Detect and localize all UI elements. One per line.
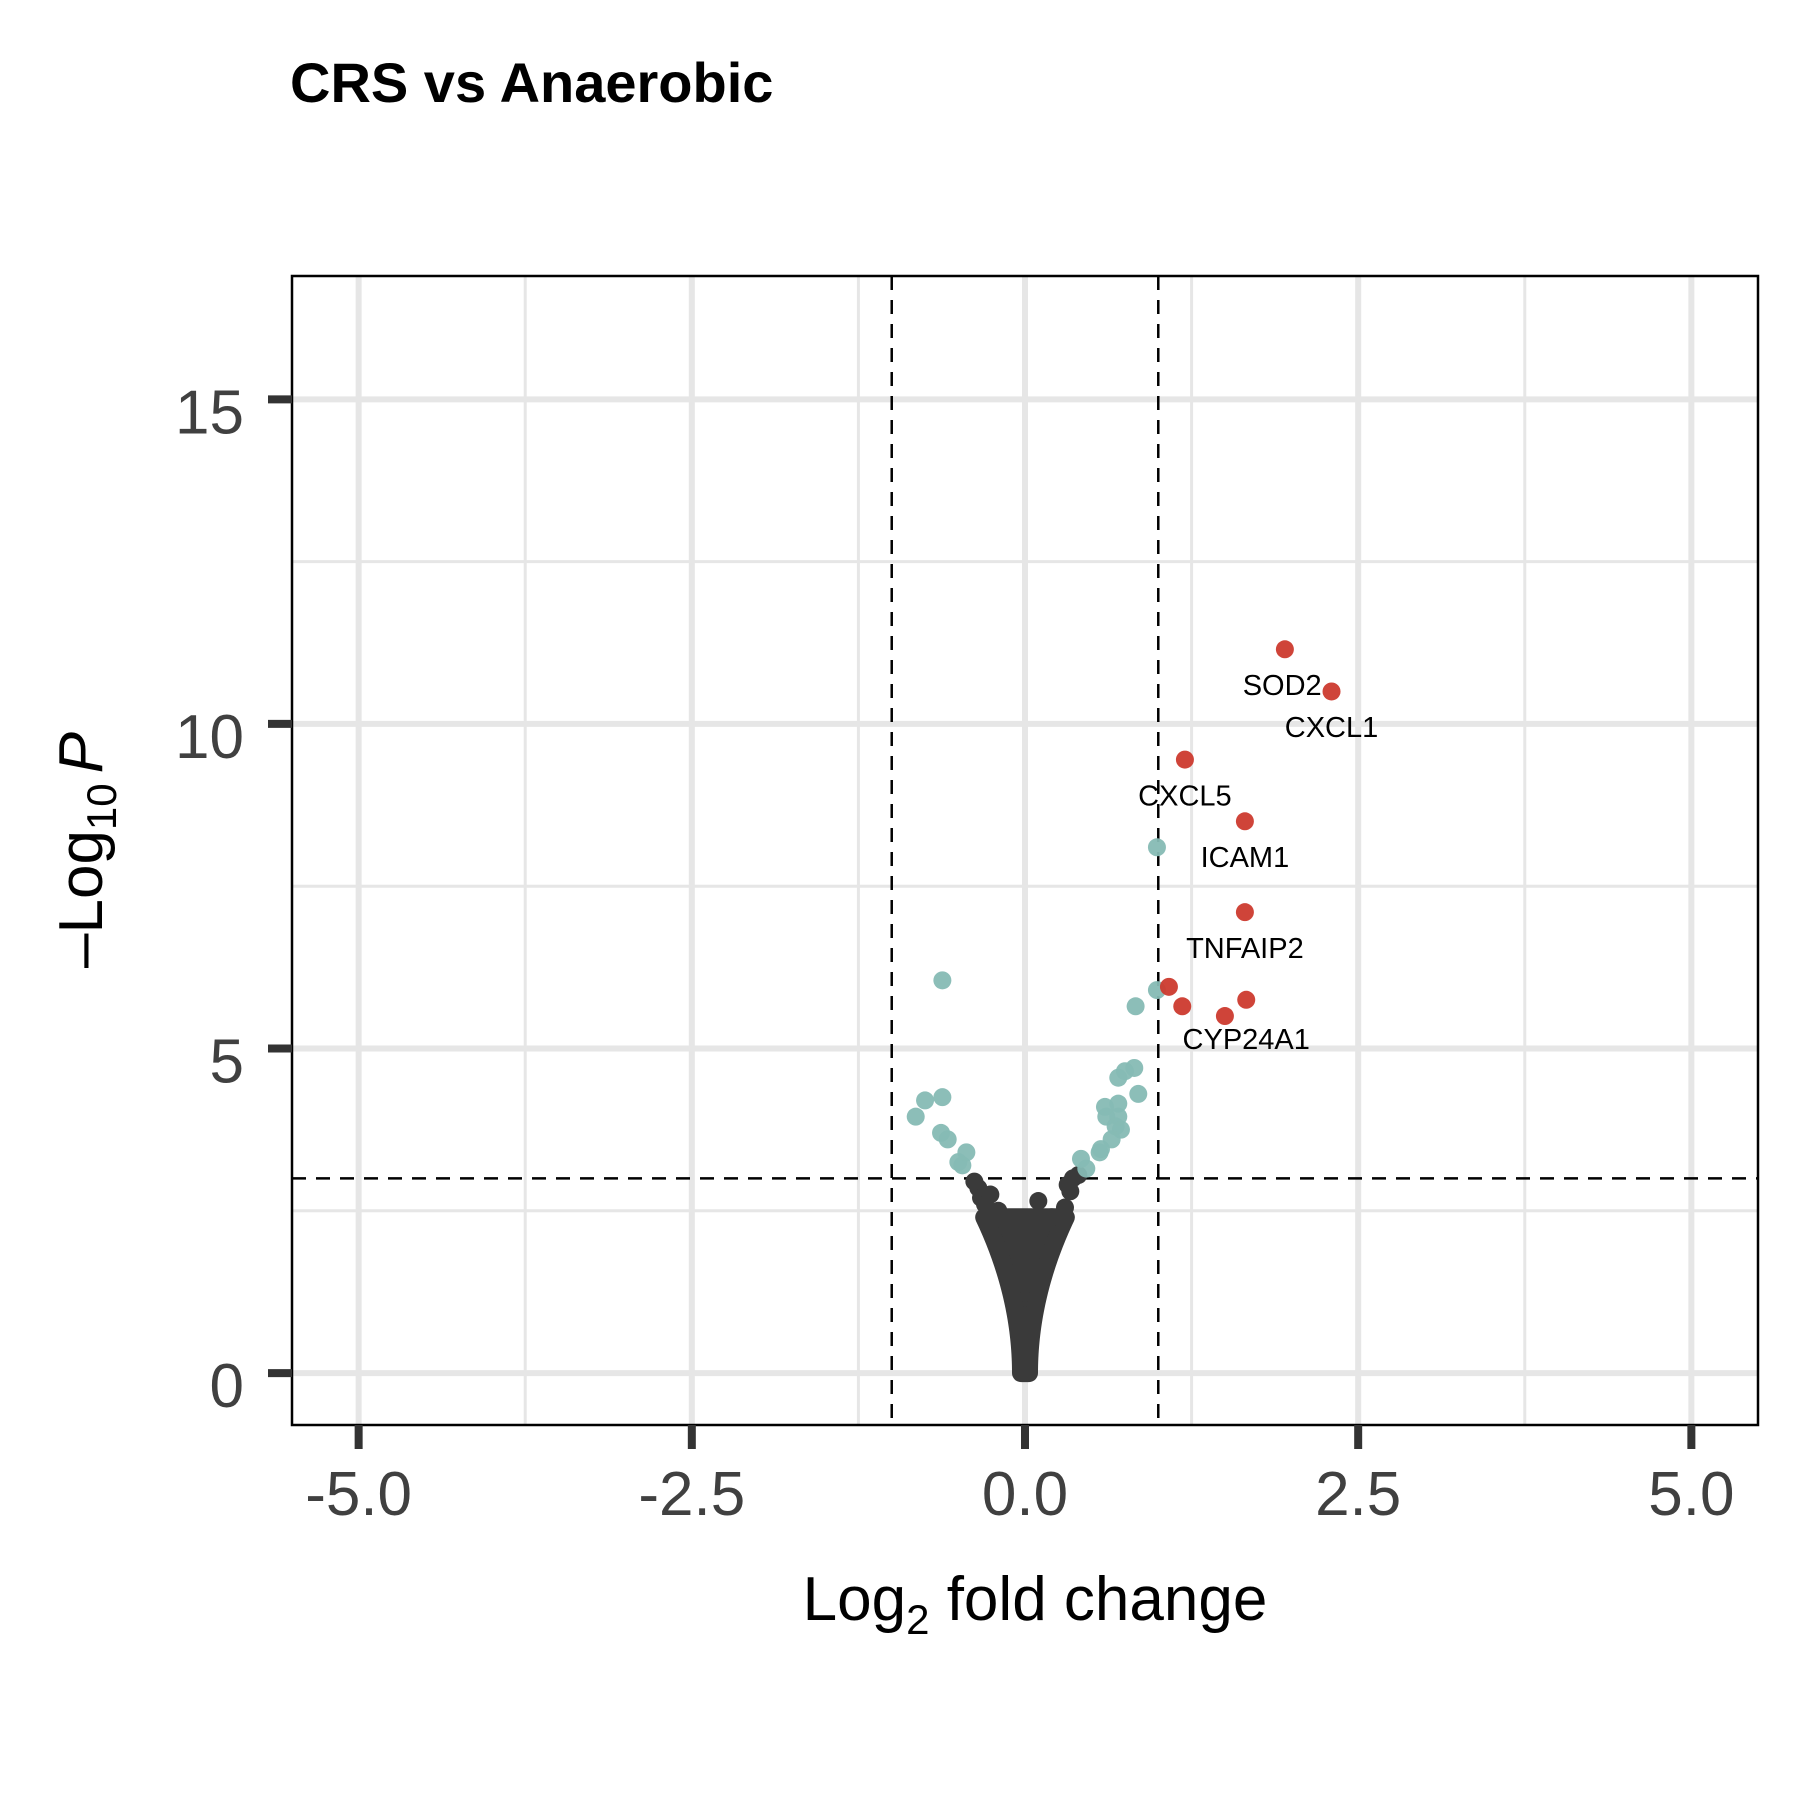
x-axis-title-sub: 2 [906,1596,929,1643]
y-tick-label: 5 [210,1027,244,1096]
point-p-only [1109,1068,1128,1087]
point-p-only [1077,1159,1096,1178]
gene-label: TNFAIP2 [1186,933,1304,965]
point-p-only [916,1091,935,1110]
point-p-only [1129,1084,1148,1103]
point-ns [1058,1175,1077,1194]
gene-label: ICAM1 [1201,842,1290,874]
x-axis-title: Log2 fold change [803,1565,1268,1643]
nonsignificant-cloud [975,1208,1075,1383]
gene-labels: SOD2 CXCL1 CXCL5 ICAM1 TNFAIP2 CYP24A1 [1138,670,1378,1056]
point-significant [1215,1007,1234,1026]
x-axis-title-log: Log [803,1565,906,1634]
point-significant [1235,812,1254,831]
point-ns [981,1185,1000,1204]
gene-label: CYP24A1 [1183,1024,1310,1056]
y-axis-title-sub: 10 [78,783,125,830]
point-significant [1175,750,1194,769]
y-tick-label: 10 [175,703,244,772]
y-tick-label: 15 [175,378,244,447]
point-p-only [1147,838,1166,857]
x-tick-label: 2.5 [1315,1460,1401,1529]
point-significant [1275,640,1294,659]
y-axis-title: –Log10 P [47,732,125,968]
x-tick-label: 5.0 [1648,1460,1734,1529]
point-significant [1173,997,1192,1016]
y-axis-title-p: P [47,732,116,773]
point-ns [1055,1198,1074,1217]
point-p-only [933,1088,952,1107]
point-significant [1322,682,1341,701]
threshold-lines [292,276,1758,1425]
point-p-only [906,1107,925,1126]
x-axis-title-rest: fold change [929,1565,1267,1634]
y-tick-label: 0 [210,1352,244,1421]
point-p-only [957,1143,976,1162]
x-tick-label: 0.0 [982,1460,1068,1529]
gene-label: SOD2 [1243,670,1322,702]
gene-label: CXCL1 [1285,712,1379,744]
data-points [906,640,1341,1227]
chart-title: CRS vs Anaerobic [290,51,773,114]
point-p-only [1126,997,1145,1016]
y-axis: 0 5 10 15 [175,378,292,1421]
point-significant [1159,977,1178,996]
point-ns [1029,1192,1048,1211]
y-axis-title-log: –Log [47,830,116,968]
point-significant [1235,903,1254,922]
point-significant [1237,990,1256,1009]
gene-label: CXCL5 [1138,780,1232,812]
point-ns [1042,1208,1061,1227]
x-tick-label: -2.5 [638,1460,745,1529]
x-axis: -5.0 -2.5 0.0 2.5 5.0 [305,1425,1734,1529]
ns-cloud-shape [975,1208,1075,1383]
point-p-only [1091,1140,1110,1159]
point-ns [989,1201,1008,1220]
point-p-only [938,1130,957,1149]
point-p-only [933,971,952,990]
x-tick-label: -5.0 [305,1460,412,1529]
